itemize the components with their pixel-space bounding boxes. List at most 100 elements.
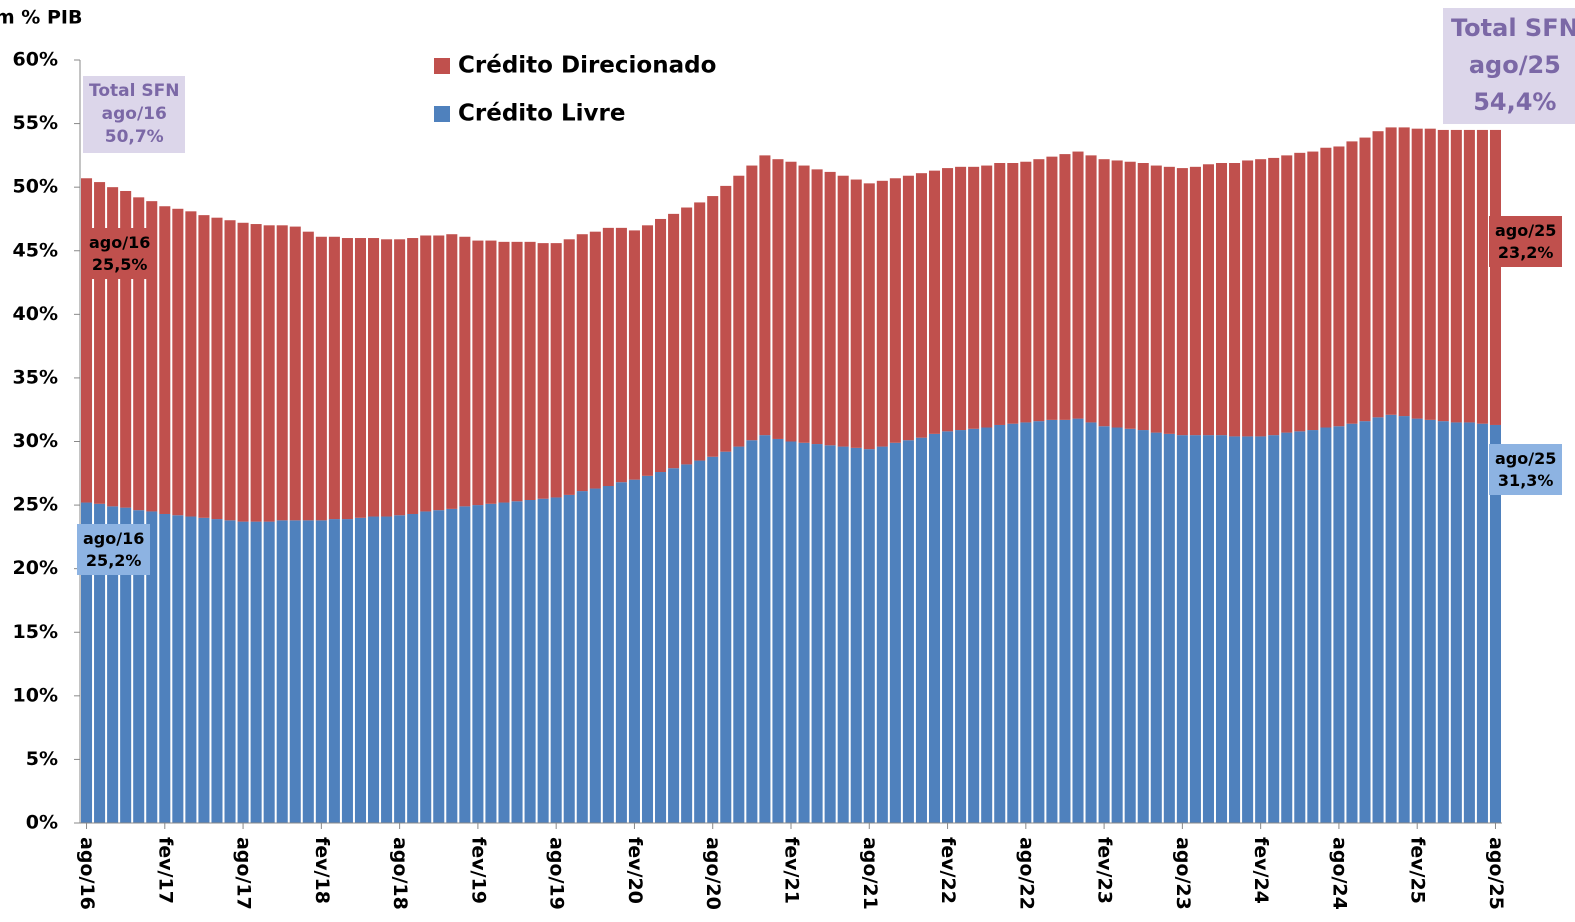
bar-segment xyxy=(133,510,145,823)
bar-segment xyxy=(798,442,810,823)
x-tick-label: ago/22 xyxy=(1015,837,1037,910)
y-tick-label: 25% xyxy=(13,494,58,516)
bar-segment xyxy=(576,491,588,823)
bar-segment xyxy=(1424,419,1436,823)
x-tick-label: fev/25 xyxy=(1407,837,1429,904)
bar-segment xyxy=(146,511,158,823)
bar-segment xyxy=(655,218,667,473)
bar-segment xyxy=(733,175,745,447)
bar-segment xyxy=(641,225,654,476)
bar-segment xyxy=(1463,422,1475,823)
annotation-line: ago/16 xyxy=(101,103,167,124)
annotation-line: ago/25 xyxy=(1495,449,1557,468)
x-tick-label: ago/16 xyxy=(76,837,98,910)
bar-segment xyxy=(641,475,654,823)
bar-segment xyxy=(563,239,575,495)
bar-segment xyxy=(942,168,954,432)
bar-segment xyxy=(981,427,993,823)
bar-segment xyxy=(824,171,836,446)
bar-segment xyxy=(1320,147,1332,428)
bar-segment xyxy=(1202,164,1214,436)
bar-segment xyxy=(1437,421,1449,823)
bar-segment xyxy=(537,243,549,499)
bar-segment xyxy=(1372,417,1384,823)
legend-label: Crédito Livre xyxy=(458,101,625,127)
bar-segment xyxy=(185,211,197,517)
bar-segment xyxy=(1255,159,1267,437)
annotation-line: ago/16 xyxy=(83,529,145,548)
bar-segment xyxy=(968,428,980,823)
bar-segment xyxy=(433,235,445,511)
bar-segment xyxy=(1085,422,1097,823)
bar-segment xyxy=(1072,151,1084,419)
bar-segment xyxy=(172,515,184,823)
bar-segment xyxy=(772,159,784,439)
bar-segment xyxy=(1346,141,1358,424)
annotation-line: 54,4% xyxy=(1473,88,1557,117)
bar-segment xyxy=(615,227,627,483)
bar-segment xyxy=(472,505,484,823)
bar-segment xyxy=(1385,127,1397,415)
bar-segment xyxy=(1268,435,1280,823)
bar-segment xyxy=(94,503,106,823)
bar-segment xyxy=(368,238,380,517)
bar-segment xyxy=(681,207,693,465)
bar-segment xyxy=(955,430,967,823)
x-tick-label: ago/21 xyxy=(859,837,881,910)
bar-segment xyxy=(237,222,249,522)
bar-segment xyxy=(120,190,132,508)
bar-segment xyxy=(146,201,158,512)
bar-segment xyxy=(407,238,419,514)
bar-segment xyxy=(550,243,562,498)
bar-segment xyxy=(420,235,432,512)
bar-segment xyxy=(628,230,640,480)
bar-segment xyxy=(1346,423,1358,823)
bar-segment xyxy=(1242,436,1254,823)
bar-segment xyxy=(276,225,288,521)
bar-segment xyxy=(511,501,523,823)
bar-segment xyxy=(863,183,875,450)
bar-segment xyxy=(942,431,954,823)
y-tick-label: 35% xyxy=(13,366,58,388)
bar-segment xyxy=(1072,418,1084,823)
y-tick-label: 15% xyxy=(13,621,58,643)
bar-segment xyxy=(394,239,406,516)
bar-segment xyxy=(1137,430,1149,823)
bar-segment xyxy=(1372,131,1384,418)
bar-segment xyxy=(759,155,771,436)
bar-segment xyxy=(720,451,732,823)
bar-segment xyxy=(994,424,1006,823)
annotation-line: ago/25 xyxy=(1468,51,1561,80)
bar-segment xyxy=(1424,128,1436,420)
bar-segment xyxy=(1137,163,1149,431)
bar-segment xyxy=(341,519,353,823)
bar-segment xyxy=(1398,127,1410,417)
bar-segment xyxy=(1215,435,1228,823)
bar-segment xyxy=(655,472,667,823)
y-tick-label: 55% xyxy=(13,112,58,134)
bar-segment xyxy=(459,236,471,507)
bar-segment xyxy=(772,438,784,823)
bar-segment xyxy=(1007,163,1019,424)
y-tick-label: 20% xyxy=(13,557,58,579)
bar-segment xyxy=(159,206,171,514)
y-tick-label: 30% xyxy=(13,430,58,452)
bar-segment xyxy=(341,238,353,520)
bar-segment xyxy=(107,506,119,823)
bar-segment xyxy=(589,488,601,823)
y-axis-title: em % PIB xyxy=(0,7,82,29)
bar-segment xyxy=(433,510,445,823)
annotation: ago/25 23,2% xyxy=(1489,216,1563,268)
bar-segment xyxy=(1176,168,1188,436)
bar-segment xyxy=(1059,419,1071,823)
bar-segment xyxy=(250,521,262,823)
bar-segment xyxy=(302,520,314,823)
bar-segment xyxy=(224,220,236,521)
y-tick-label: 10% xyxy=(13,684,58,706)
x-tick-label: fev/22 xyxy=(937,837,959,904)
bar-segment xyxy=(485,240,497,504)
bar-segment xyxy=(1359,421,1371,823)
bar-segment xyxy=(1124,428,1136,823)
annotation-line: 50,7% xyxy=(104,126,164,147)
